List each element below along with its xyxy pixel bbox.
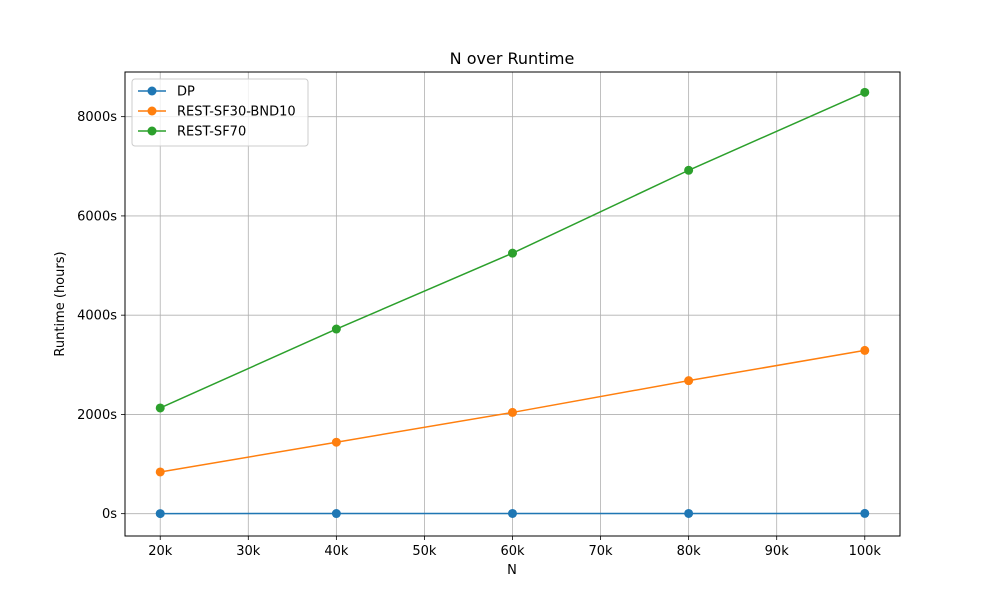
data-point-dp xyxy=(155,509,165,519)
x-tick-label: 100k xyxy=(849,544,882,559)
y-tick-label: 6000s xyxy=(77,209,117,224)
legend-box xyxy=(131,78,309,147)
data-point-rest-sf30-bnd10 xyxy=(508,407,517,417)
x-axis-label: N xyxy=(507,563,517,578)
legend-marker-rest-sf30-bnd10 xyxy=(147,106,157,116)
x-axis-ticks: 20k 30k 40k 50k 60k 70k 80k 90k 100k xyxy=(148,536,881,559)
series-group xyxy=(155,87,870,519)
data-point-dp xyxy=(331,509,341,519)
legend: DP REST-SF30-BND10 REST-SF70 xyxy=(131,78,309,147)
y-tick-label: 2000s xyxy=(77,408,117,423)
legend-label-dp: DP xyxy=(177,85,195,100)
legend-label-rest-sf70: REST-SF70 xyxy=(177,125,246,140)
data-point-rest-sf30-bnd10 xyxy=(860,345,870,355)
data-point-rest-sf70 xyxy=(155,403,165,413)
data-point-rest-sf30-bnd10 xyxy=(684,376,694,386)
legend-marker-rest-sf70 xyxy=(147,126,157,136)
data-point-rest-sf70 xyxy=(508,248,517,258)
legend-label-rest-sf30-bnd10: REST-SF30-BND10 xyxy=(177,105,296,120)
data-point-rest-sf70 xyxy=(860,87,870,97)
data-point-rest-sf30-bnd10 xyxy=(155,467,165,477)
x-tick-label: 90k xyxy=(765,544,790,559)
y-tick-label: 4000s xyxy=(77,309,117,324)
chart-title: N over Runtime xyxy=(450,49,575,68)
data-point-dp xyxy=(508,508,517,518)
x-tick-label: 70k xyxy=(589,544,614,559)
x-tick-label: 20k xyxy=(148,544,173,559)
x-tick-label: 30k xyxy=(236,544,261,559)
data-point-dp xyxy=(860,508,870,518)
x-tick-label: 40k xyxy=(324,544,349,559)
data-point-rest-sf70 xyxy=(331,324,341,334)
x-tick-label: 50k xyxy=(412,544,437,559)
legend-marker-dp xyxy=(147,86,157,96)
data-point-dp xyxy=(684,508,694,518)
x-tick-label: 80k xyxy=(677,544,702,559)
x-tick-label: 60k xyxy=(500,544,525,559)
y-axis-label: Runtime (hours) xyxy=(53,251,68,356)
y-tick-label: 0s xyxy=(102,507,117,522)
y-tick-label: 8000s xyxy=(77,110,117,125)
y-axis-ticks: 0s 2000s 4000s 6000s 8000s xyxy=(77,110,125,522)
data-point-rest-sf70 xyxy=(684,165,694,175)
data-point-rest-sf30-bnd10 xyxy=(331,437,341,447)
